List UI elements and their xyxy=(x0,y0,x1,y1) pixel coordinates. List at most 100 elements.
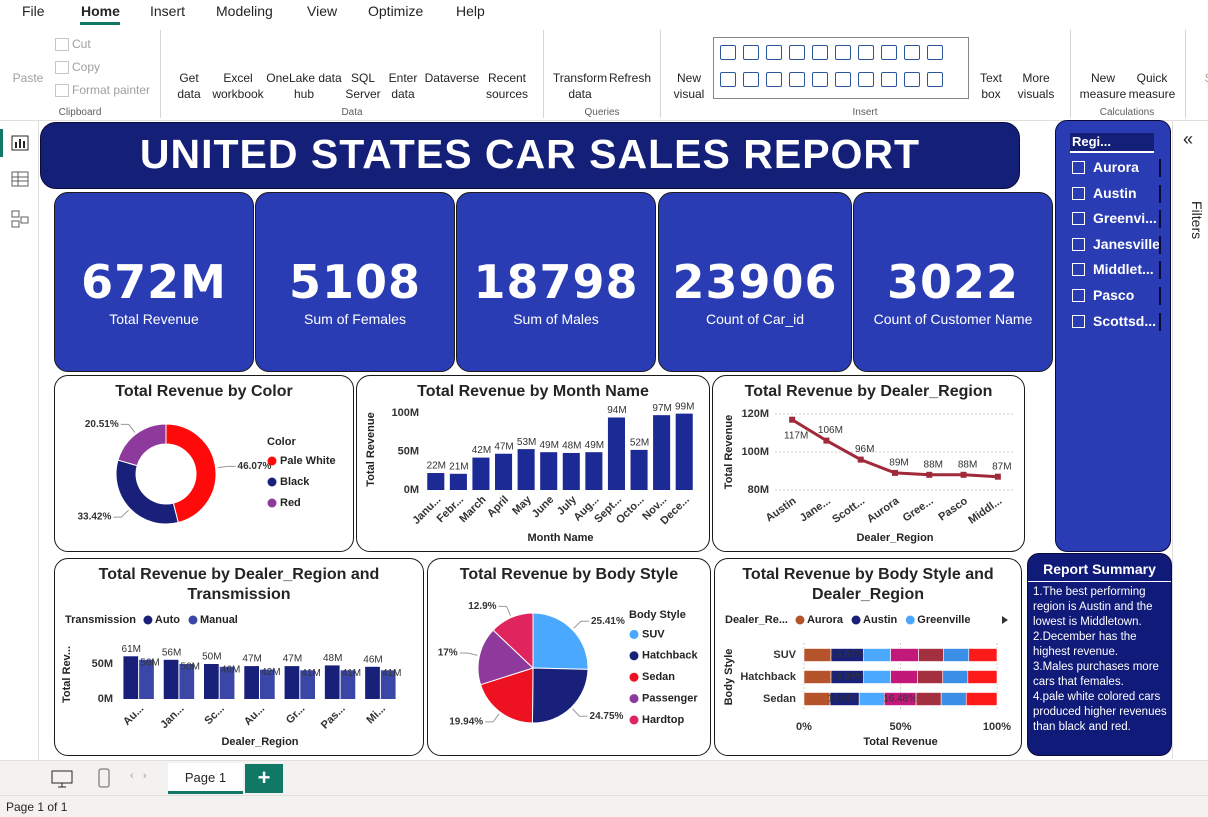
gallery-icon xyxy=(812,45,828,60)
slicer-item[interactable]: Janesville xyxy=(1093,235,1160,252)
marker xyxy=(960,471,967,478)
desktop-view-icon[interactable] xyxy=(50,769,74,789)
bar xyxy=(244,666,259,699)
mobile-view-icon[interactable] xyxy=(96,767,112,789)
slicer-header-box xyxy=(1070,133,1154,153)
chart: 0M 50M Au... Jan... Sc... Au... Gr... Pas... Mi.… xyxy=(61,614,402,748)
y-tick-label: Sedan xyxy=(763,693,796,705)
add-page-button[interactable]: + xyxy=(245,764,283,793)
bar xyxy=(427,473,445,490)
menu-item[interactable]: View xyxy=(307,3,338,19)
data-label: 16.87% xyxy=(830,650,864,661)
legend-label: Austin xyxy=(863,614,898,626)
slicer-checkbox[interactable] xyxy=(1072,289,1085,302)
slicer-scroll xyxy=(1159,261,1161,280)
ribbon-button[interactable]: Transform data xyxy=(552,71,608,101)
slicer-item[interactable]: Scottsd... xyxy=(1093,312,1157,329)
bar xyxy=(365,666,380,699)
slicer-item[interactable]: Middlet... xyxy=(1093,261,1154,278)
data-label: 117M xyxy=(784,430,808,441)
filters-label[interactable]: Filters xyxy=(1189,201,1205,240)
y-tick-label: 120M xyxy=(741,408,769,420)
menu-item[interactable]: Help xyxy=(456,3,485,19)
x-tick-label: June xyxy=(530,494,557,521)
ribbon-button[interactable]: Dataverse xyxy=(424,71,480,85)
menu-item[interactable]: File xyxy=(22,3,45,19)
bar-segment xyxy=(942,670,969,684)
x-tick-label: Scott... xyxy=(830,495,867,526)
bar-segment xyxy=(858,692,885,706)
summary-point: 3.Males purchases more cars that females… xyxy=(1033,661,1159,688)
slicer-checkbox[interactable] xyxy=(1072,161,1085,174)
slicer-item[interactable]: Aurora xyxy=(1093,159,1139,175)
ribbon-button[interactable]: Paste xyxy=(12,71,44,85)
ribbon-button[interactable]: Excel workbook xyxy=(212,71,264,101)
slicer-item[interactable]: Pasco xyxy=(1093,287,1135,303)
ribbon-button[interactable]: New visual xyxy=(673,71,705,101)
summary-point: 2.December has the highest revenue. xyxy=(1033,631,1137,658)
scroll-arrows[interactable]: ‹ › xyxy=(130,770,147,782)
ribbon-button[interactable]: Refresh xyxy=(608,71,652,85)
slicer-checkbox[interactable] xyxy=(1072,186,1085,200)
marker xyxy=(892,469,898,476)
chart-title: Total Revenue by Dealer_Region xyxy=(744,383,993,400)
menu-item[interactable]: Insert xyxy=(150,3,186,19)
ribbon-small-icon xyxy=(55,61,69,74)
leader-line xyxy=(217,465,236,469)
gallery-icon xyxy=(766,45,782,60)
ribbon-button[interactable]: Se xyxy=(1167,70,1208,86)
gallery-icon xyxy=(720,72,736,87)
slicer-item[interactable]: Austin xyxy=(1093,184,1137,201)
ribbon-button[interactable]: Enter data xyxy=(388,71,418,101)
slice xyxy=(492,612,534,670)
slice xyxy=(531,667,589,724)
ribbon-button[interactable]: Get data xyxy=(177,71,201,101)
collapse-icon[interactable]: « xyxy=(1183,129,1194,149)
data-label: 88M xyxy=(924,459,943,470)
data-label: 49M xyxy=(585,440,604,451)
x-tick-label: Gr... xyxy=(284,703,308,727)
y-axis-title: Body Style xyxy=(723,649,735,706)
table-view-icon[interactable] xyxy=(10,169,30,189)
slicer-scroll xyxy=(1159,210,1161,229)
slicer-item[interactable]: Greenvi... xyxy=(1093,210,1157,227)
data-label: 96M xyxy=(855,444,874,455)
model-view-icon[interactable] xyxy=(10,209,30,229)
filters-pane[interactable]: « Filters xyxy=(1172,121,1208,759)
ribbon-group-label: Clipboard xyxy=(58,107,102,118)
x-tick-label: Au... xyxy=(121,703,146,728)
y-tick-label: Hatchback xyxy=(740,671,797,683)
legend-label: Greenville xyxy=(917,614,970,626)
ribbon-button[interactable]: SQL Server xyxy=(345,71,381,101)
ribbon-button[interactable]: OneLake data hub xyxy=(266,71,342,101)
region-slicer[interactable]: Regi... Aurora Austin Greenvi... Janesville… xyxy=(1055,120,1171,552)
bar-segment xyxy=(918,648,944,662)
ribbon-button[interactable]: Text box xyxy=(979,71,1002,101)
slicer-checkbox[interactable] xyxy=(1072,237,1085,251)
menu-item[interactable]: Home xyxy=(81,3,120,19)
kpi-label: Count of Customer Name xyxy=(873,311,1033,327)
ribbon-small-icon xyxy=(55,38,69,51)
leader-line xyxy=(498,605,511,616)
ribbon-button[interactable]: Quick measure xyxy=(1128,71,1176,101)
ribbon-button[interactable]: More visuals xyxy=(1017,71,1055,101)
summary-rule xyxy=(1028,581,1171,582)
report-view-icon[interactable] xyxy=(10,133,30,153)
menu-item[interactable]: Optimize xyxy=(368,3,424,19)
menu-item[interactable]: Modeling xyxy=(216,3,273,19)
kpi-value: 18798 xyxy=(473,255,639,309)
ribbon-group-label: Queries xyxy=(584,107,620,118)
x-tick-label: Sc... xyxy=(202,703,226,727)
slice xyxy=(532,612,589,670)
visual-gallery[interactable] xyxy=(713,37,969,99)
ribbon-button[interactable]: Recent sources xyxy=(485,71,529,101)
legend-title: Body Style xyxy=(629,609,686,621)
slicer-checkbox[interactable] xyxy=(1072,212,1085,226)
slicer-checkbox[interactable] xyxy=(1072,314,1085,328)
bar xyxy=(300,670,315,699)
kpi-card: 5108 Sum of Females xyxy=(255,192,455,372)
ribbon-button[interactable]: New measure xyxy=(1079,71,1127,101)
slicer-checkbox[interactable] xyxy=(1072,263,1085,277)
gallery-icon xyxy=(720,45,736,60)
page-tab[interactable]: Page 1 xyxy=(168,763,243,794)
